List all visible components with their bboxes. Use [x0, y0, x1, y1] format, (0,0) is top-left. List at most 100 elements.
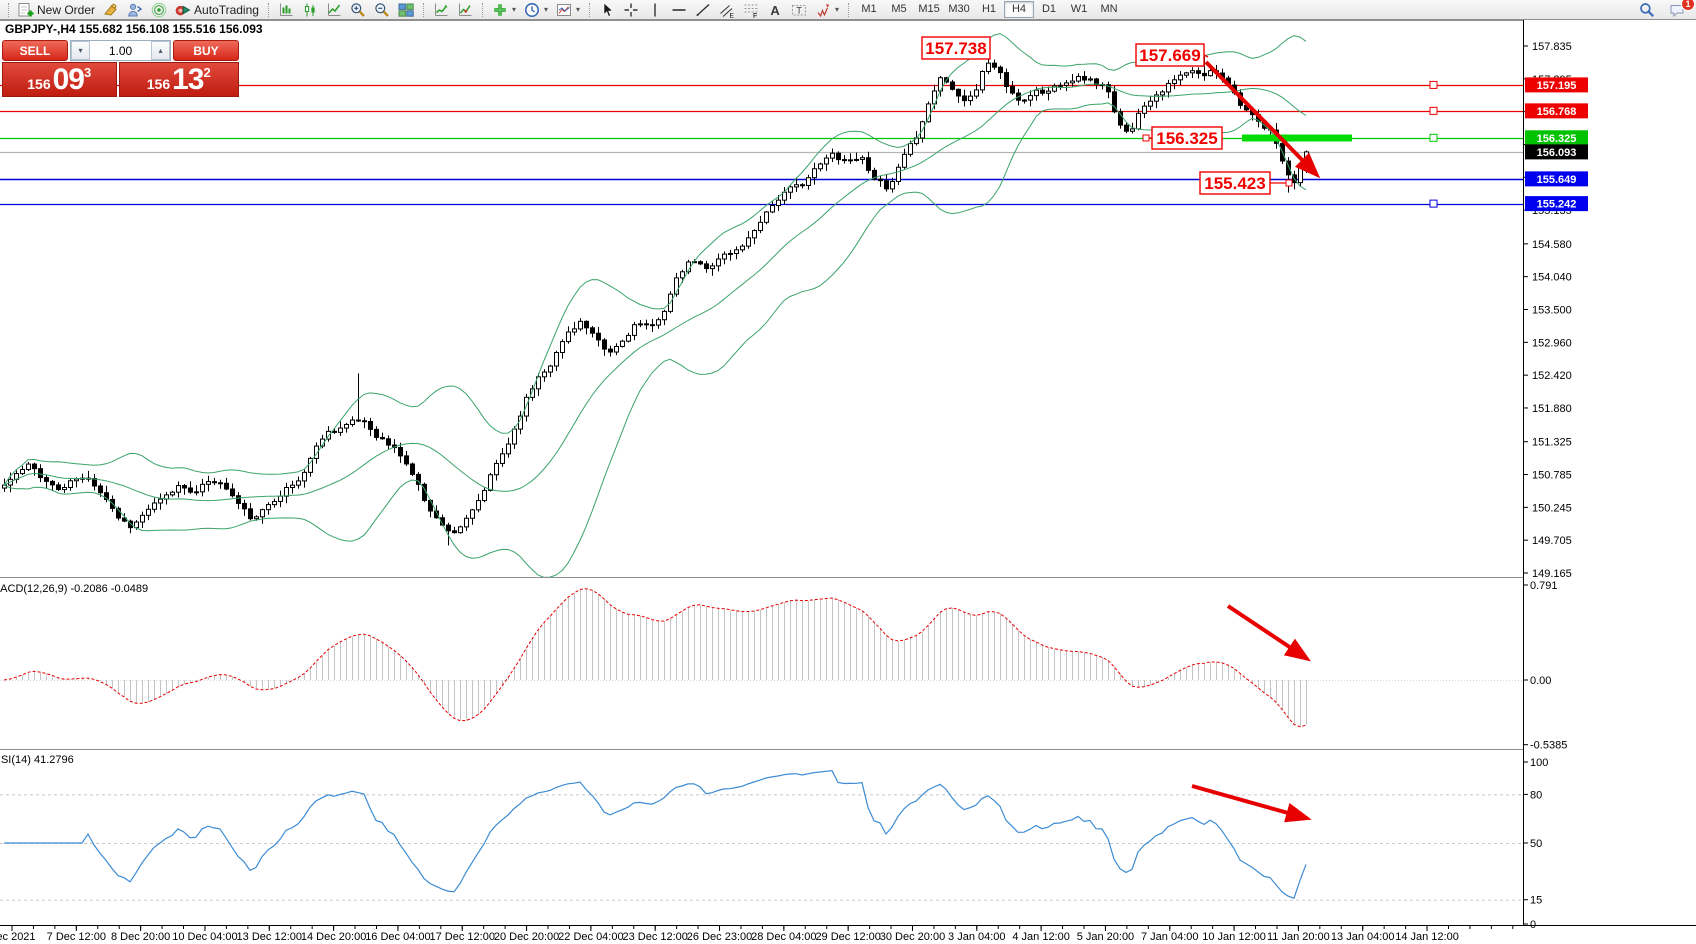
add-indicator-button[interactable]: ▾: [488, 0, 520, 19]
price-tick-label: 151.325: [1532, 437, 1572, 449]
label-156325-box[interactable]: [1151, 126, 1223, 150]
line-chart-button[interactable]: [322, 0, 346, 19]
hline-handle[interactable]: [1429, 133, 1438, 142]
bar-chart-button[interactable]: [274, 0, 298, 19]
tile-windows-button[interactable]: [394, 0, 418, 19]
candle-body: [572, 328, 577, 333]
search-button[interactable]: [1635, 0, 1659, 19]
rsi-tick-label: 15: [1530, 895, 1542, 907]
chevron-down-icon[interactable]: ▾: [543, 5, 548, 14]
price-badge-label: 156.093: [1537, 147, 1577, 159]
hline-handle[interactable]: [1429, 80, 1438, 89]
expert-advisors-button[interactable]: [123, 0, 147, 19]
time-label: 16 Dec 04:00: [365, 931, 430, 943]
bollinger-upper-band: [3, 33, 1307, 486]
candle-body: [842, 159, 847, 162]
period-bars-button[interactable]: [453, 0, 477, 19]
candle-body: [1046, 90, 1051, 94]
cursor-button[interactable]: [595, 0, 619, 19]
candle-body: [974, 89, 979, 97]
templates-button[interactable]: ▾: [552, 0, 584, 19]
candle-body: [1124, 124, 1129, 132]
svg-text:F: F: [753, 12, 757, 17]
fibonacci-button[interactable]: F: [739, 0, 763, 19]
timeframe-w1[interactable]: W1: [1064, 1, 1094, 18]
price-badge-label: 155.649: [1537, 174, 1577, 186]
indicators-list-button[interactable]: [429, 0, 453, 19]
candle-body: [374, 428, 379, 438]
label-155423-marker[interactable]: [1285, 179, 1293, 187]
buy-price-display[interactable]: 156 13 2: [118, 62, 239, 97]
candle-body: [1118, 111, 1123, 126]
volume-decrease-button[interactable]: ▾: [71, 41, 90, 60]
timeframe-m30[interactable]: M30: [944, 1, 974, 18]
support-zone-bar[interactable]: [1242, 134, 1352, 142]
volume-input[interactable]: [90, 41, 151, 60]
label-157669-box[interactable]: [1135, 43, 1205, 67]
candle-body: [674, 277, 679, 295]
autotrading-button[interactable]: AutoTrading: [171, 0, 263, 19]
zoom-out-button[interactable]: [370, 0, 394, 19]
candle-body: [170, 491, 175, 496]
rsi-tick-label: 50: [1530, 838, 1542, 850]
label-157738-box[interactable]: [921, 36, 991, 60]
candle-body: [950, 81, 955, 90]
chevron-down-icon[interactable]: ▾: [575, 5, 580, 14]
chevron-down-icon[interactable]: ▾: [511, 5, 516, 14]
label-155423-box[interactable]: [1199, 171, 1271, 195]
timeframe-m15[interactable]: M15: [914, 1, 944, 18]
timeframe-mn[interactable]: MN: [1094, 1, 1124, 18]
price-tick-label: 152.420: [1532, 370, 1572, 382]
rsi-tick-label: 0: [1530, 919, 1536, 931]
time-label: Dec 2021: [0, 931, 36, 943]
timeframe-d1[interactable]: D1: [1034, 1, 1064, 18]
sell-button[interactable]: SELL: [2, 40, 68, 61]
signals-button[interactable]: [147, 0, 171, 19]
chevron-down-icon[interactable]: ▾: [835, 5, 840, 14]
candlestick-chart-button[interactable]: [298, 0, 322, 19]
rsi-down-arrow[interactable]: [1191, 784, 1312, 823]
periods-button[interactable]: ▾: [520, 0, 552, 19]
one-click-trade-panel: SELL ▾ ▴ BUY 156 09 3 156 13 2: [2, 40, 239, 97]
candle-body: [710, 265, 715, 270]
notifications-button[interactable]: 1: [1665, 0, 1695, 19]
toolbar-separator: [589, 2, 591, 17]
macd-histogram: [10, 588, 1307, 727]
hline-handle[interactable]: [1429, 199, 1438, 208]
arrows-button[interactable]: ▾: [811, 0, 843, 19]
label-156325-text: 156.325: [1156, 129, 1217, 148]
candle-body: [362, 420, 367, 423]
timeframe-h1[interactable]: H1: [974, 1, 1004, 18]
price-down-arrow[interactable]: [1204, 60, 1321, 179]
buy-button[interactable]: BUY: [173, 40, 239, 61]
macd-down-arrow[interactable]: [1226, 604, 1311, 662]
hline-handle[interactable]: [1429, 106, 1438, 115]
candle-body: [530, 388, 535, 398]
crosshair-button[interactable]: [619, 0, 643, 19]
timeframe-h4[interactable]: H4: [1004, 1, 1035, 18]
styler-button[interactable]: [99, 0, 123, 19]
label-156325-marker[interactable]: [1142, 134, 1150, 142]
timeframe-m1[interactable]: M1: [854, 1, 884, 18]
text-button[interactable]: A: [763, 0, 787, 19]
timeframe-m15-label: M15: [918, 3, 940, 15]
equidistant-channel-button[interactable]: E: [715, 0, 739, 19]
toolbar-right-icons: 1: [1635, 0, 1695, 19]
vertical-line-button[interactable]: [643, 0, 667, 19]
volume-increase-button[interactable]: ▴: [151, 41, 170, 60]
time-label: 30 Dec 20:00: [880, 931, 945, 943]
timeframe-m5[interactable]: M5: [884, 1, 914, 18]
candle-body: [428, 499, 433, 512]
trendline-button[interactable]: [691, 0, 715, 19]
price-badge-156.768: [1525, 103, 1588, 119]
horizontal-line-button[interactable]: [667, 0, 691, 19]
candle-body: [590, 327, 595, 334]
sell-price-display[interactable]: 156 09 3: [2, 62, 117, 97]
sell-price-pips: 09: [52, 63, 85, 96]
zoom-in-button[interactable]: [346, 0, 370, 19]
text-label-button[interactable]: T: [787, 0, 811, 19]
candle-body: [1082, 75, 1087, 81]
candle-body: [404, 455, 409, 465]
new-order-button[interactable]: New Order: [14, 0, 99, 19]
